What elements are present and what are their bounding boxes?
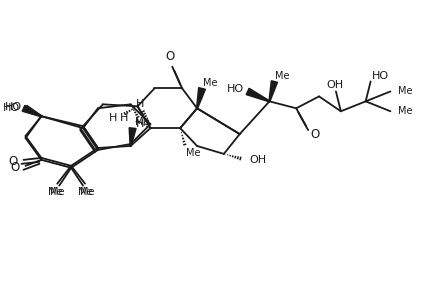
Text: HO: HO — [3, 103, 19, 113]
Text: Me: Me — [276, 71, 290, 81]
Text: Me: Me — [135, 117, 149, 127]
Text: HO: HO — [226, 84, 244, 94]
Text: Me: Me — [186, 148, 201, 158]
Polygon shape — [246, 88, 270, 102]
Text: Me: Me — [48, 186, 62, 196]
Text: Me: Me — [50, 186, 65, 196]
Text: H: H — [120, 113, 128, 123]
Polygon shape — [24, 106, 42, 117]
Text: Me: Me — [203, 78, 218, 88]
Text: O: O — [310, 128, 319, 141]
Polygon shape — [22, 106, 42, 117]
Text: OH: OH — [249, 155, 267, 165]
Polygon shape — [269, 81, 277, 102]
Text: Me: Me — [78, 186, 92, 196]
Text: Me: Me — [398, 106, 413, 116]
Text: H: H — [136, 99, 145, 109]
Text: H: H — [109, 113, 118, 123]
Text: O: O — [166, 50, 175, 63]
Text: H: H — [136, 119, 145, 129]
Polygon shape — [129, 128, 136, 146]
Text: Me: Me — [80, 186, 94, 196]
Text: OH: OH — [326, 80, 343, 90]
Text: Me: Me — [398, 86, 413, 96]
Text: HO: HO — [372, 71, 389, 81]
Polygon shape — [197, 88, 206, 108]
Text: O: O — [10, 161, 19, 174]
Text: HO: HO — [4, 102, 22, 112]
Text: O: O — [8, 155, 18, 168]
